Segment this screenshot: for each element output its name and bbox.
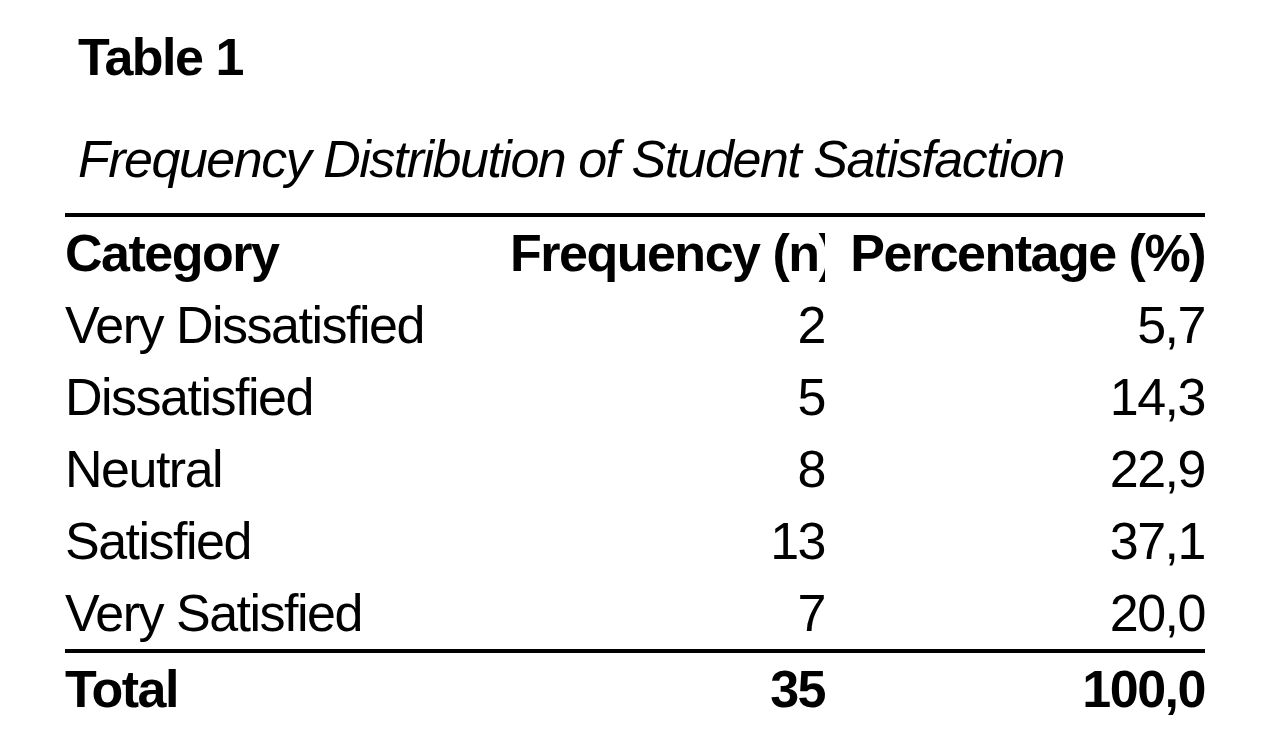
frequency-cell: 5: [510, 361, 825, 433]
table-header-row: Category Frequency (n) Percentage (%): [65, 215, 1205, 289]
category-cell: Satisfied: [65, 505, 510, 577]
percentage-cell: 14,3: [825, 361, 1205, 433]
column-header-frequency: Frequency (n): [510, 215, 825, 289]
frequency-cell: 13: [510, 505, 825, 577]
column-header-category: Category: [65, 215, 510, 289]
table-row: Dissatisfied 5 14,3: [65, 361, 1205, 433]
category-cell: Very Dissatisfied: [65, 289, 510, 361]
category-cell: Very Satisfied: [65, 577, 510, 651]
document-page: Table 1 Frequency Distribution of Studen…: [0, 0, 1270, 725]
table-label: Table 1: [78, 26, 1270, 88]
total-label-cell: Total: [65, 651, 510, 725]
frequency-cell: 2: [510, 289, 825, 361]
table-row: Very Satisfied 7 20,0: [65, 577, 1205, 651]
table-title: Frequency Distribution of Student Satisf…: [78, 128, 1270, 190]
frequency-cell: 8: [510, 433, 825, 505]
percentage-cell: 20,0: [825, 577, 1205, 651]
percentage-cell: 5,7: [825, 289, 1205, 361]
category-cell: Dissatisfied: [65, 361, 510, 433]
total-percentage-cell: 100,0: [825, 651, 1205, 725]
frequency-table: Category Frequency (n) Percentage (%) Ve…: [65, 213, 1205, 725]
category-cell: Neutral: [65, 433, 510, 505]
total-frequency-cell: 35: [510, 651, 825, 725]
table-row: Satisfied 13 37,1: [65, 505, 1205, 577]
table-total-row: Total 35 100,0: [65, 651, 1205, 725]
column-header-percentage: Percentage (%): [825, 215, 1205, 289]
percentage-cell: 22,9: [825, 433, 1205, 505]
frequency-cell: 7: [510, 577, 825, 651]
table-row: Very Dissatisfied 2 5,7: [65, 289, 1205, 361]
percentage-cell: 37,1: [825, 505, 1205, 577]
table-row: Neutral 8 22,9: [65, 433, 1205, 505]
